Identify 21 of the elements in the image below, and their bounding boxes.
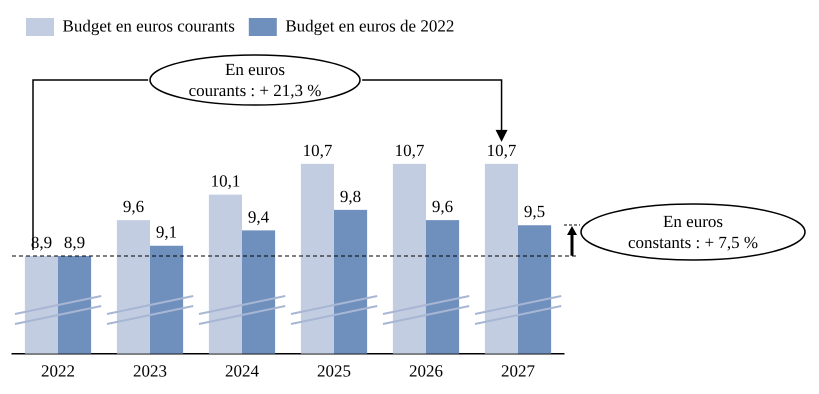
x-tick-label: 2024 bbox=[225, 361, 260, 380]
data-label: 10,7 bbox=[486, 140, 517, 160]
data-label: 10,1 bbox=[210, 172, 240, 191]
x-tick-label: 2027 bbox=[501, 361, 536, 380]
data-label: 9,1 bbox=[156, 222, 178, 242]
data-label: 10,7 bbox=[302, 140, 333, 160]
legend-label: Budget en euros courants bbox=[62, 16, 235, 36]
x-tick-label: 2022 bbox=[41, 361, 75, 380]
data-label: 9,5 bbox=[524, 202, 546, 222]
legend-label: Budget en euros de 2022 bbox=[285, 16, 454, 36]
data-label: 8,9 bbox=[64, 232, 86, 252]
text: En euros constants : + 7,5 % bbox=[628, 211, 758, 253]
text: En euros courants : + 21,3 % bbox=[188, 59, 322, 101]
data-label: 10,7 bbox=[394, 140, 425, 160]
data-label: 9,6 bbox=[432, 197, 454, 216]
data-label: 9,6 bbox=[122, 197, 144, 216]
x-tick-label: 2025 bbox=[317, 361, 351, 380]
data-label: 9,8 bbox=[340, 186, 362, 206]
data-label: 9,4 bbox=[248, 207, 270, 226]
x-tick-label: 2023 bbox=[133, 361, 167, 380]
x-tick-label: 2026 bbox=[409, 361, 443, 380]
